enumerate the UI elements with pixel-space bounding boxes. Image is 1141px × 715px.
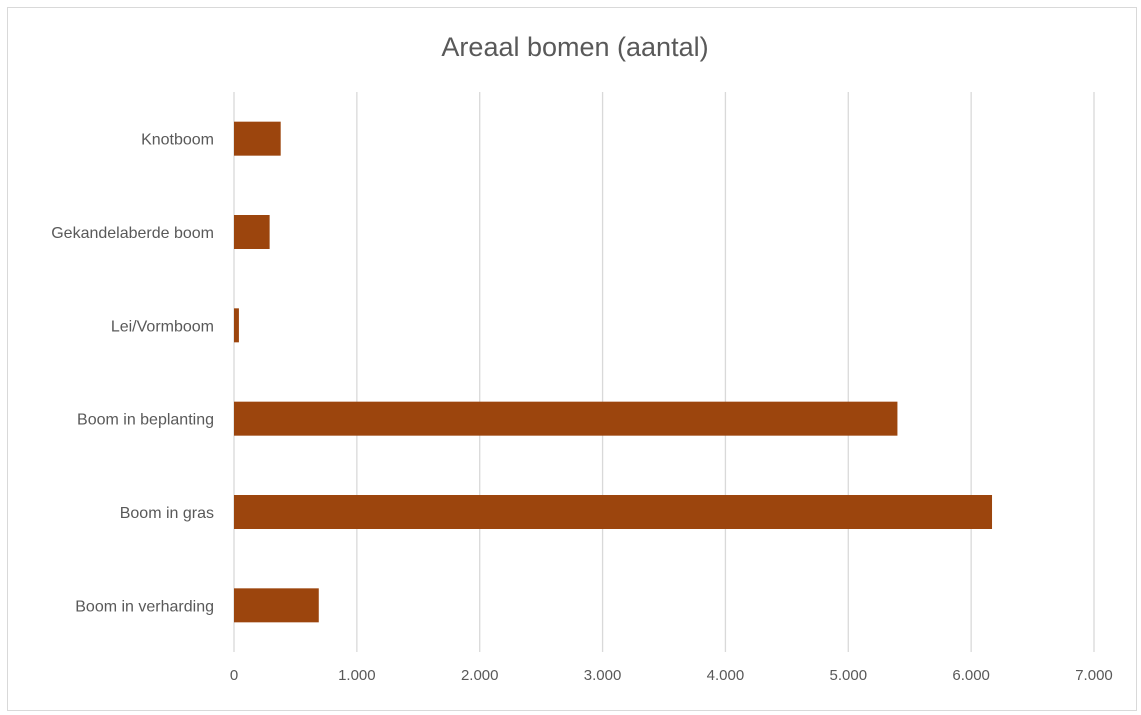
x-tick-labels: 0 1.000 2.000 3.000 4.000 5.000 6.000 7.000 (230, 667, 1113, 684)
category-labels: Knotboom Gekandelaberde boom Lei/Vormboom B… (51, 132, 214, 616)
bar (234, 588, 319, 623)
bar (234, 495, 993, 529)
bar (234, 308, 239, 343)
x-tick-label: 6.000 (952, 667, 990, 684)
x-tick-label: 2.000 (461, 667, 499, 684)
bar (234, 401, 898, 436)
x-tick-label: 5.000 (830, 667, 868, 684)
category-label: Boom in gras (120, 505, 214, 522)
bar (234, 121, 281, 156)
category-label: Boom in beplanting (77, 412, 214, 429)
bar (234, 215, 270, 249)
category-label: Knotboom (141, 132, 214, 149)
gridlines (233, 92, 1095, 652)
x-tick-label: 4.000 (707, 667, 745, 684)
category-label: Boom in verharding (75, 598, 214, 615)
bars (234, 121, 993, 623)
x-tick-label: 7.000 (1075, 667, 1113, 684)
category-label: Lei/Vormboom (111, 318, 214, 335)
category-label: Gekandelaberde boom (51, 225, 214, 242)
x-tick-label: 0 (230, 667, 238, 684)
chart-title: Areaal bomen (aantal) (441, 32, 708, 62)
chart-frame (7, 7, 1137, 711)
x-tick-label: 3.000 (584, 667, 622, 684)
x-tick-label: 1.000 (338, 667, 376, 684)
